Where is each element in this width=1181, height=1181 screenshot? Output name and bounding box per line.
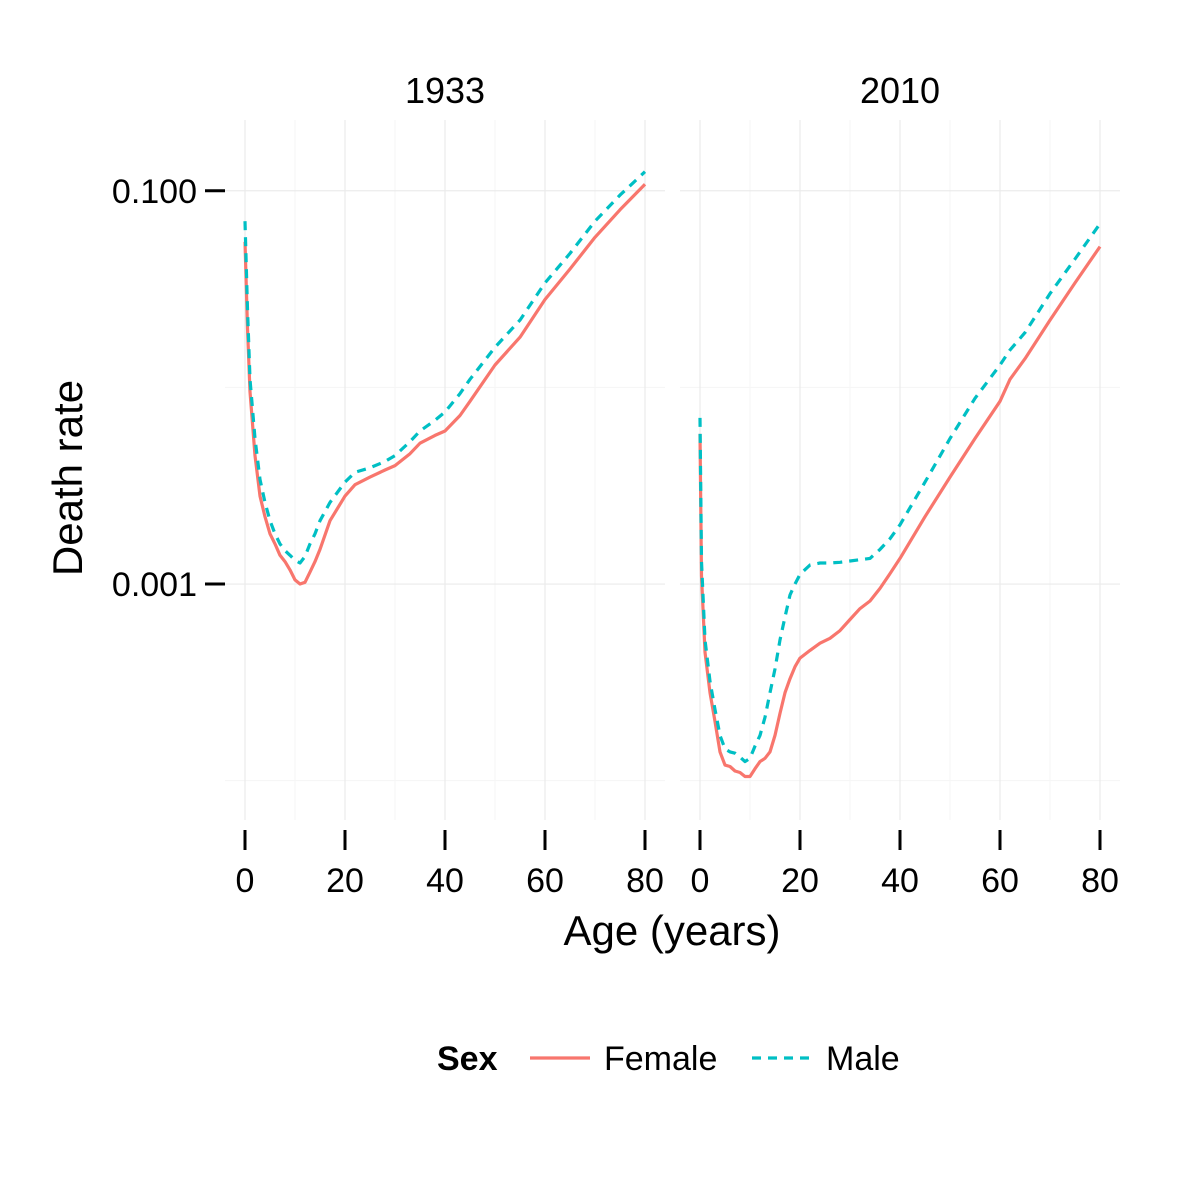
x-tick-label: 80 [626,862,664,900]
panel-1933-grid [225,120,665,820]
panel-title-1933: 1933 [405,70,485,111]
series-line-male [698,222,1102,764]
series-line-female [698,245,1102,779]
y-axis: 0.100 0.001 [112,173,225,604]
panel-2010-x-axis: 0 20 40 60 80 [691,830,1119,900]
legend: Sex Female Male [437,1040,900,1078]
x-tick-label: 0 [236,862,255,900]
y-axis-title: Death rate [44,380,91,576]
panel-1933: 1933 0 20 40 60 80 [225,70,665,900]
panel-1933-x-axis: 0 20 40 60 80 [236,830,664,900]
panel-2010: 2010 0 20 40 60 80 [680,70,1120,900]
legend-label-male: Male [826,1040,900,1078]
series-line-female [243,183,647,586]
panel-1933-lines [243,170,647,586]
x-tick-label: 60 [526,862,564,900]
panel-2010-grid [680,120,1120,820]
x-tick-label: 0 [691,862,710,900]
x-tick-label: 40 [881,862,919,900]
x-tick-label: 80 [1081,862,1119,900]
x-tick-label: 60 [981,862,1019,900]
x-tick-label: 40 [426,862,464,900]
y-tick-label: 0.100 [112,173,197,211]
x-axis-title: Age (years) [563,907,780,954]
panel-title-2010: 2010 [860,70,940,111]
series-line-male [243,170,647,565]
panel-2010-lines [698,222,1102,779]
x-tick-label: 20 [781,862,819,900]
x-tick-label: 20 [326,862,364,900]
legend-title: Sex [437,1040,498,1078]
legend-label-female: Female [604,1040,717,1078]
y-tick-label: 0.001 [112,566,197,604]
